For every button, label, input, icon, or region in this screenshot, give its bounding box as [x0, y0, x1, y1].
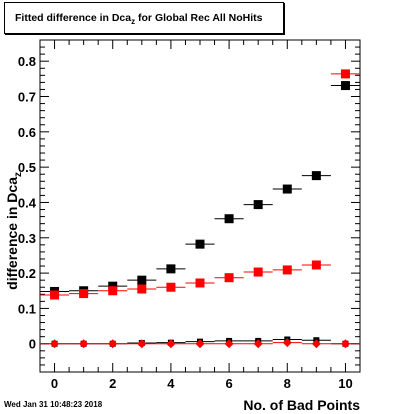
- data-point: [282, 265, 292, 275]
- y-tick-label: 0.3: [18, 231, 36, 246]
- chart-title: Fitted difference in Dcaz for Global Rec…: [15, 12, 263, 26]
- data-point: [253, 267, 263, 277]
- data-point: [50, 290, 60, 300]
- x-axis-label: No. of Bad Points: [243, 397, 360, 413]
- data-point: [340, 81, 350, 91]
- x-tick-label: 10: [338, 376, 352, 391]
- data-point: [224, 273, 234, 283]
- data-point: [253, 339, 263, 349]
- data-point: [108, 281, 118, 291]
- data-point: [166, 264, 176, 274]
- data-point: [311, 171, 321, 181]
- y-tick-label: 0.6: [18, 125, 36, 140]
- y-tick-label: 0.1: [18, 301, 36, 316]
- chart-title-suffix: for Global Rec All NoHits: [135, 12, 263, 24]
- data-point: [137, 284, 147, 294]
- data-point: [79, 339, 89, 349]
- chart-title-subscript: z: [131, 17, 136, 26]
- y-axis-label-subscript: z: [13, 172, 24, 177]
- plot-frame: [39, 39, 361, 373]
- x-tick-label: 4: [167, 376, 175, 391]
- y-tick-label: 0.4: [18, 195, 37, 210]
- data-point: [282, 338, 292, 348]
- data-point: [137, 275, 147, 285]
- data-point: [282, 184, 292, 194]
- y-tick-label: 0.8: [18, 54, 36, 69]
- data-point: [79, 289, 89, 299]
- x-tick-label: 6: [225, 376, 232, 391]
- data-point: [224, 339, 234, 349]
- data-point: [166, 282, 176, 292]
- x-tick-label: 0: [51, 376, 58, 391]
- y-tick-label: 0.5: [18, 160, 36, 175]
- data-point: [108, 339, 118, 349]
- timestamp-footer: Wed Jan 31 10:48:23 2018: [4, 400, 103, 409]
- data-point: [108, 286, 118, 296]
- data-point: [311, 339, 321, 349]
- data-point: [253, 200, 263, 210]
- data-point: [224, 214, 234, 224]
- data-point: [195, 339, 205, 349]
- data-point: [50, 339, 60, 349]
- data-point: [195, 278, 205, 288]
- y-axis-label: difference in Dcaz: [4, 172, 24, 290]
- data-point: [311, 260, 321, 270]
- x-tick-label: 8: [284, 376, 291, 391]
- data-point: [166, 339, 176, 349]
- data-point: [340, 339, 350, 349]
- data-point: [195, 239, 205, 249]
- data-point: [340, 69, 350, 79]
- data-point: [137, 339, 147, 349]
- y-tick-label: 0: [29, 337, 36, 352]
- y-tick-label: 0.7: [18, 90, 36, 105]
- y-axis-label-main: difference in Dca: [4, 177, 20, 290]
- x-tick-label: 2: [109, 376, 116, 391]
- chart-title-box: Fitted difference in Dcaz for Global Rec…: [4, 2, 284, 34]
- y-tick-label: 0.2: [18, 266, 36, 281]
- chart-title-main: Fitted difference in Dca: [15, 12, 132, 24]
